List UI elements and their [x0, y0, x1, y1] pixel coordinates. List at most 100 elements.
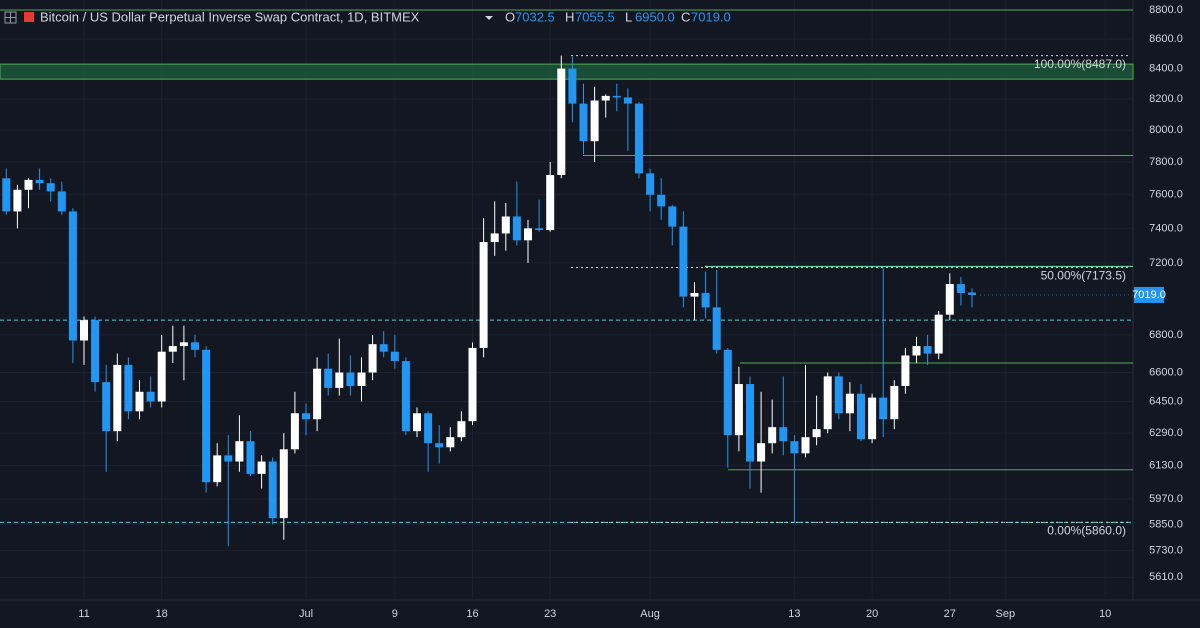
candle-body	[657, 194, 666, 207]
candle-body	[968, 292, 976, 295]
candle-body	[690, 292, 699, 297]
candle-body	[24, 179, 33, 190]
candle-body	[446, 437, 455, 448]
candle-body	[435, 443, 444, 448]
ohlc-value: 7019.0	[691, 9, 731, 24]
candle-body	[857, 393, 865, 440]
candle-body	[956, 284, 965, 293]
candle-body	[124, 364, 133, 412]
symbol-title[interactable]: Bitcoin / US Dollar Perpetual Inverse Sw…	[40, 9, 420, 24]
candle-body	[823, 376, 832, 430]
candle-body	[135, 391, 144, 412]
candle-body	[712, 307, 721, 350]
candle-body	[346, 372, 355, 386]
candle-body	[335, 372, 344, 388]
candle-body	[213, 455, 222, 483]
candle-body	[490, 233, 499, 243]
candle-body	[80, 320, 88, 341]
candle-body	[845, 393, 854, 414]
x-tick-label: 10	[1099, 608, 1111, 620]
y-tick-label: 6450.0	[1149, 395, 1183, 407]
candle-body	[224, 455, 233, 462]
candle-body	[457, 421, 466, 438]
y-tick-label: 6290.0	[1149, 427, 1183, 439]
candle-body	[368, 344, 377, 373]
dropdown-arrow[interactable]	[485, 16, 493, 20]
x-tick-label: 11	[78, 608, 89, 620]
y-tick-label: 7800.0	[1149, 156, 1183, 168]
x-tick-label: Jul	[299, 608, 313, 620]
candle-body	[102, 382, 111, 432]
candle-body	[524, 228, 532, 241]
x-tick-label: Sep	[996, 608, 1016, 620]
candle-body	[934, 314, 943, 354]
ohlc-value: 6950.0	[635, 9, 675, 24]
fib-label: 0.00%(5860.0)	[1047, 524, 1126, 538]
candle-body	[113, 364, 122, 432]
candle-body	[635, 103, 643, 174]
candle-body	[35, 179, 44, 184]
candle-body	[734, 384, 743, 436]
ohlc-value: 7032.5	[515, 9, 555, 24]
candle-body	[390, 351, 399, 362]
candle-body	[379, 344, 388, 352]
candle-body	[646, 173, 655, 195]
y-tick-label: 6130.0	[1149, 460, 1183, 472]
candle-body	[757, 443, 766, 462]
candle-body	[235, 441, 244, 462]
candle-body	[501, 216, 510, 234]
candle-body	[912, 346, 921, 356]
candle-body	[590, 100, 599, 142]
ohlc-key: L	[625, 9, 632, 24]
zone	[0, 63, 1134, 80]
x-tick-label: 13	[788, 608, 800, 620]
candle-body	[191, 342, 199, 350]
ohlc-key: H	[565, 9, 574, 24]
candle-body	[91, 320, 100, 383]
candle-body	[313, 368, 322, 420]
x-tick-label: 20	[866, 608, 878, 620]
candle-body	[479, 242, 488, 348]
candle-body	[790, 441, 799, 454]
y-tick-label: 7200.0	[1149, 257, 1183, 269]
candle-body	[557, 68, 566, 175]
candle-body	[579, 103, 588, 142]
last-price-box	[1134, 286, 1164, 303]
symbol-icon	[24, 12, 34, 22]
candle-body	[468, 347, 477, 422]
candle-body	[146, 391, 155, 402]
candle-body	[723, 349, 732, 436]
candle-body	[623, 97, 632, 104]
candle-body	[279, 449, 288, 519]
candle-body	[945, 284, 954, 315]
y-tick-label: 5610.0	[1149, 571, 1183, 583]
y-tick-label: 5970.0	[1149, 493, 1183, 505]
x-tick-label: 18	[156, 608, 168, 620]
candle-body	[901, 355, 910, 386]
y-tick-label: 8000.0	[1149, 124, 1183, 136]
candle-body	[424, 413, 433, 444]
candle-body	[546, 174, 555, 231]
fib-label: 50.00%(7173.5)	[1041, 269, 1126, 283]
x-tick-label: Aug	[640, 608, 660, 620]
candle-body	[768, 427, 777, 444]
candle-body	[202, 349, 211, 483]
candle-body	[401, 361, 410, 432]
candle-body	[168, 346, 177, 352]
candle-body	[324, 368, 333, 388]
candle-body	[923, 346, 932, 354]
candle-body	[601, 95, 610, 101]
candle-body	[157, 351, 166, 402]
candle-body	[568, 68, 577, 104]
candle-body	[57, 191, 66, 212]
candle-body	[179, 342, 188, 347]
candle-body	[779, 427, 788, 442]
y-tick-label: 6600.0	[1149, 366, 1183, 378]
y-tick-label: 5850.0	[1149, 518, 1183, 530]
ohlc-key: C	[681, 9, 690, 24]
y-tick-label: 8600.0	[1149, 33, 1183, 45]
x-tick-label: 9	[392, 608, 398, 620]
last-price-label: 7019.0	[1132, 289, 1166, 301]
candle-body	[879, 397, 888, 420]
